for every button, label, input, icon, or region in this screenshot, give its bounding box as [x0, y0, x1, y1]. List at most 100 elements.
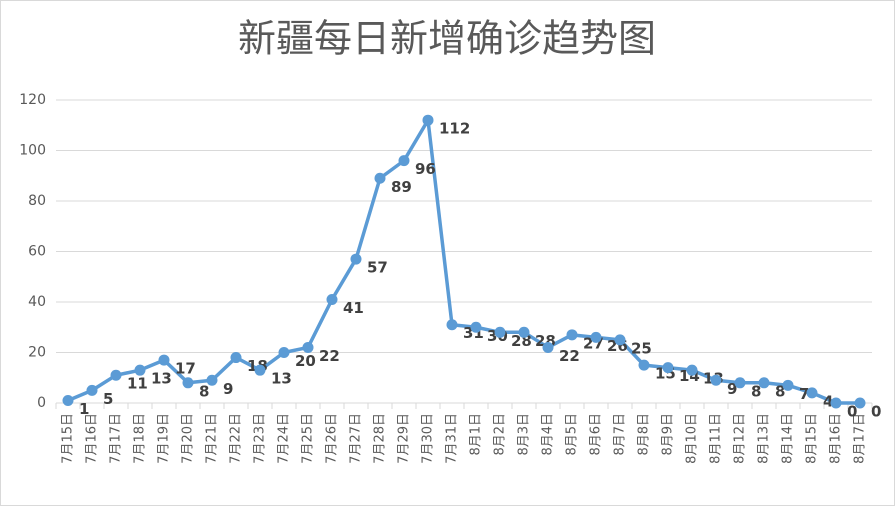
y-tick-label: 20 [28, 345, 46, 361]
value-label: 4 [823, 392, 833, 410]
marker [686, 364, 698, 376]
value-label: 7 [799, 385, 809, 403]
marker [710, 374, 722, 386]
x-tick-label: 8月10日 [685, 413, 700, 464]
value-label: 41 [343, 299, 364, 317]
value-label: 8 [199, 382, 209, 400]
x-tick-label: 7月15日 [61, 413, 76, 464]
x-tick-label: 7月29日 [397, 413, 412, 464]
line [67, 118, 860, 405]
value-label: 57 [367, 259, 388, 277]
x-tick-label: 7月24日 [277, 413, 292, 464]
marker [662, 362, 674, 374]
x-tick-label: 7月30日 [421, 413, 436, 464]
x-tick-label: 7月17日 [109, 413, 124, 464]
marker [590, 331, 602, 343]
marker [134, 364, 146, 376]
x-tick-label: 8月6日 [589, 413, 604, 456]
x-tick-label: 8月5日 [565, 413, 580, 456]
x-tick-label: 8月15日 [805, 413, 820, 464]
x-tick-label: 8月12日 [733, 413, 748, 464]
marker [62, 394, 74, 406]
x-tick-label: 8月2日 [493, 413, 508, 456]
marker [302, 341, 314, 353]
marker [254, 364, 266, 376]
marker [110, 369, 122, 381]
marker [854, 397, 866, 409]
marker [494, 326, 506, 338]
marker [734, 377, 746, 389]
x-tick-label: 8月9日 [661, 413, 676, 456]
x-tick-label: 8月13日 [757, 413, 772, 464]
marker [446, 319, 458, 331]
marker [422, 114, 434, 126]
value-label: 8 [751, 382, 761, 400]
marker [614, 334, 626, 346]
x-tick-label: 7月21日 [205, 413, 220, 464]
y-tick-label: 100 [19, 143, 46, 159]
chart-title: 新疆每日新增确诊趋势图 [238, 17, 656, 61]
value-label: 8 [775, 382, 785, 400]
x-tick-label: 7月28日 [373, 413, 388, 464]
x-tick-label: 7月19日 [157, 413, 172, 464]
value-label: 112 [439, 120, 470, 138]
x-tick-label: 8月16日 [829, 413, 844, 464]
marker [566, 329, 578, 341]
marker [758, 377, 770, 389]
value-label: 89 [391, 178, 412, 196]
y-tick-label: 80 [28, 193, 46, 209]
marker [518, 326, 530, 338]
marker [158, 354, 170, 366]
x-tick-label: 8月11日 [709, 413, 724, 464]
x-tick-label: 7月20日 [181, 413, 196, 464]
x-tick-label: 8月4日 [541, 413, 556, 456]
x-tick-label: 8月8日 [637, 413, 652, 456]
value-label: 0 [847, 403, 857, 421]
marker [326, 293, 338, 305]
marker [806, 387, 818, 399]
x-tick-label: 7月26日 [325, 413, 340, 464]
value-label: 0 [871, 403, 881, 421]
x-tick-label: 7月27日 [349, 413, 364, 464]
x-tick-label: 7月23日 [253, 413, 268, 464]
value-label: 11 [127, 375, 148, 393]
marker [278, 347, 290, 358]
x-tick-label: 8月14日 [781, 413, 796, 464]
value-label: 13 [151, 370, 172, 388]
marker [470, 321, 482, 333]
x-tick-label: 7月22日 [229, 413, 244, 464]
marker [374, 172, 386, 184]
marker [542, 341, 554, 353]
value-label: 1 [79, 400, 89, 418]
value-label: 22 [559, 347, 580, 365]
x-tick-label: 7月16日 [85, 413, 100, 464]
value-label: 96 [415, 160, 436, 178]
y-tick-label: 120 [19, 92, 46, 108]
value-label: 17 [175, 360, 196, 378]
x-tick-label: 7月25日 [301, 413, 316, 464]
x-tick-label: 7月31日 [445, 413, 460, 464]
marker [230, 352, 242, 364]
x-tick-label: 8月7日 [613, 413, 628, 456]
value-label: 13 [271, 370, 292, 388]
value-label: 25 [631, 339, 652, 357]
marker [182, 377, 194, 389]
y-tick-label: 0 [37, 395, 46, 411]
marker [350, 253, 362, 265]
x-tick-label: 8月3日 [517, 413, 532, 456]
value-label: 20 [295, 352, 316, 370]
y-tick-label: 60 [28, 244, 46, 260]
marker [86, 384, 98, 396]
marker [782, 379, 794, 391]
value-label: 9 [223, 380, 233, 398]
marker [830, 397, 842, 409]
x-tick-label: 8月1日 [469, 413, 484, 456]
marker [206, 374, 218, 386]
marker [398, 155, 410, 167]
value-label: 5 [103, 390, 113, 408]
value-label: 22 [319, 347, 340, 365]
y-tick-label: 40 [28, 294, 46, 310]
marker [638, 359, 650, 371]
